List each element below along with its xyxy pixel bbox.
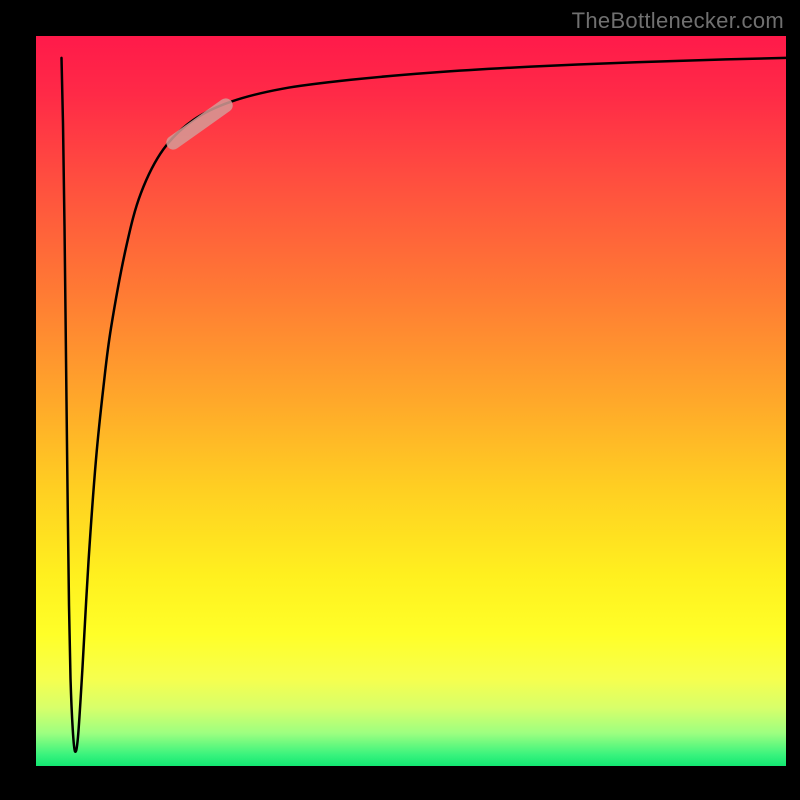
- chart-svg: [0, 0, 800, 800]
- chart-root: TheBottlenecker.com: [0, 0, 800, 800]
- plot-background: [36, 36, 786, 766]
